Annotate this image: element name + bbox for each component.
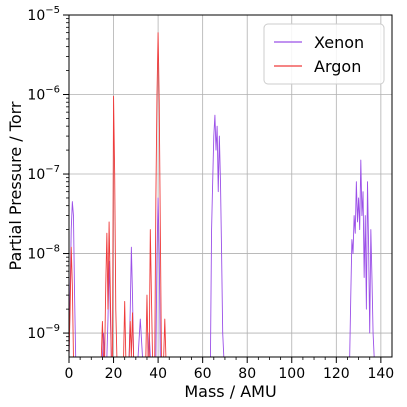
y-tick-label: 10−5 <box>27 5 60 24</box>
y-tick-label: 10−7 <box>27 164 60 183</box>
x-tick-label: 140 <box>367 366 394 382</box>
y-tick-label: 10−9 <box>27 323 60 342</box>
x-axis-label: Mass / AMU <box>184 382 276 401</box>
legend: Xenon Argon <box>263 23 385 85</box>
x-tick-label: 20 <box>105 366 123 382</box>
legend-label-xenon: Xenon <box>314 33 364 52</box>
y-axis-label: Partial Pressure / Torr <box>6 101 25 270</box>
x-tick-label: 120 <box>323 366 350 382</box>
x-tick-label: 100 <box>278 366 305 382</box>
ticks: 0 20 40 60 80 100 120 140 10−9 10−8 10−7 10−6 10−5 <box>27 5 394 382</box>
x-tick-label: 60 <box>194 366 212 382</box>
y-tick-label: 10−6 <box>27 85 60 104</box>
x-tick-label: 0 <box>65 366 74 382</box>
y-tick-label: 10−8 <box>27 244 60 263</box>
series-line-xenon <box>68 114 375 358</box>
x-tick-label: 40 <box>149 366 167 382</box>
x-tick-label: 80 <box>238 366 256 382</box>
legend-label-argon: Argon <box>314 57 361 76</box>
legend-box <box>263 23 385 85</box>
